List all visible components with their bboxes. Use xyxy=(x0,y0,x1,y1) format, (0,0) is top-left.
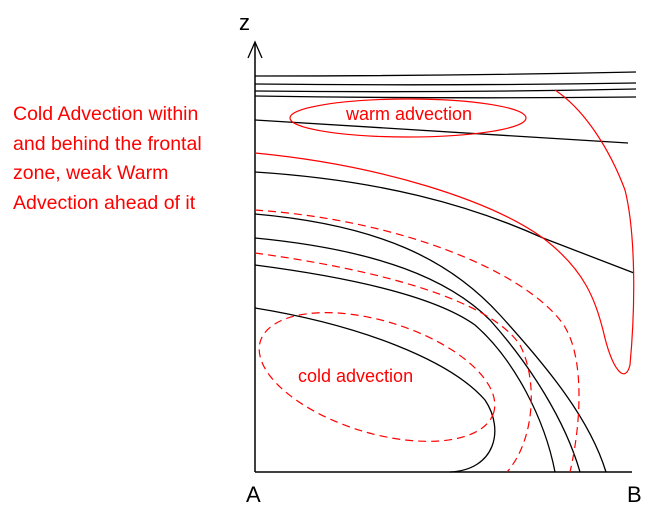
cold-advection-contour xyxy=(254,252,532,473)
point-b-label: B xyxy=(627,482,642,507)
isentrope xyxy=(254,171,635,274)
isentrope xyxy=(254,264,556,473)
caption-line: Cold Advection within xyxy=(13,103,199,125)
caption-line: Advection ahead of it xyxy=(13,191,196,214)
isentrope xyxy=(254,95,637,99)
cold-advection-region xyxy=(258,312,496,442)
isentrope xyxy=(254,237,581,473)
isentrope xyxy=(254,307,496,473)
isentrope xyxy=(254,213,607,473)
isentrope xyxy=(254,71,637,77)
cold-advection-contour xyxy=(254,209,580,473)
warm-advection-contour xyxy=(254,89,635,375)
warm-advection-region xyxy=(289,98,527,138)
isentrope xyxy=(254,82,637,86)
point-a-label: A xyxy=(246,482,261,507)
caption: Cold Advection within and behind the fro… xyxy=(13,100,202,218)
cold-advection-label: cold advection xyxy=(298,366,413,386)
isentrope xyxy=(254,88,637,93)
isentrope xyxy=(254,119,629,144)
caption-line: and behind the frontal xyxy=(13,132,202,155)
z-axis-label: z xyxy=(239,10,250,35)
warm-advection-label: warm advection xyxy=(345,104,472,124)
caption-line: zone, weak Warm xyxy=(13,162,169,184)
z-axis-arrow-icon xyxy=(247,40,263,59)
